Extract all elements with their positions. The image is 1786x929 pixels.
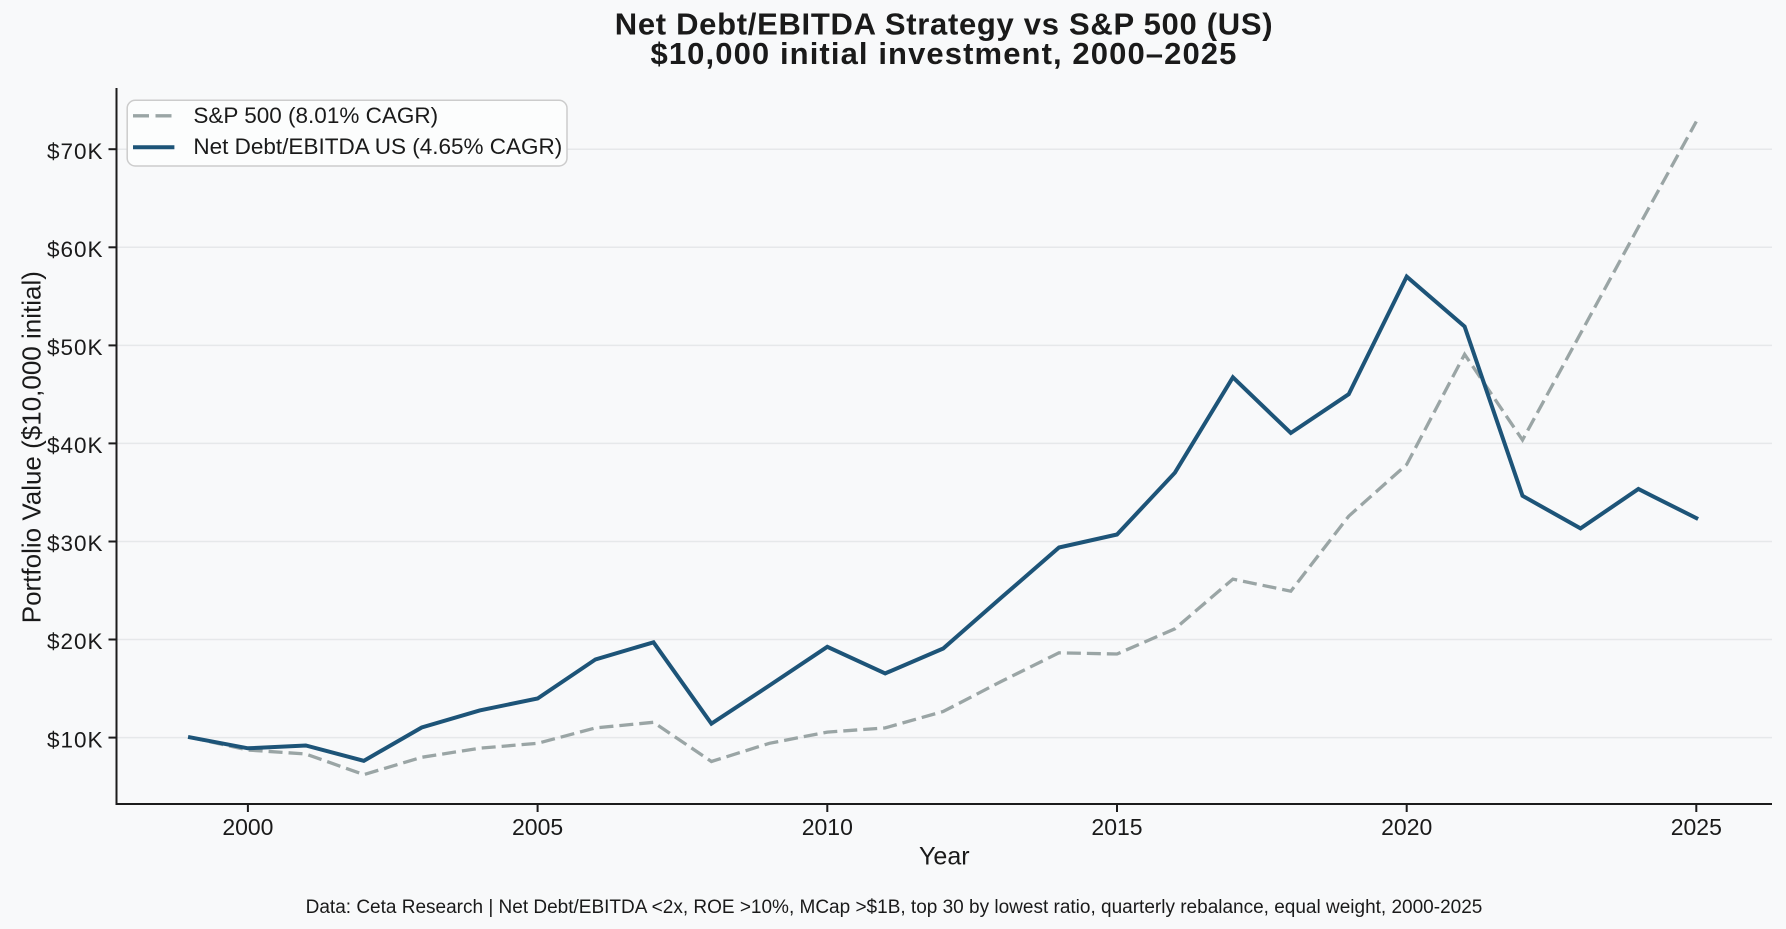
svg-text:Data: Ceta Research | Net Debt: Data: Ceta Research | Net Debt/EBITDA <2… <box>306 897 1483 918</box>
svg-text:Net Debt/EBITDA Strategy vs S&: Net Debt/EBITDA Strategy vs S&P 500 (US) <box>615 7 1274 42</box>
svg-text:$10,000 initial investment, 20: $10,000 initial investment, 2000–2025 <box>651 36 1238 71</box>
svg-text:$70K: $70K <box>47 139 104 164</box>
svg-text:Net Debt/EBITDA US (4.65% CAGR: Net Debt/EBITDA US (4.65% CAGR) <box>193 134 562 159</box>
svg-text:Portfolio Value ($10,000 initi: Portfolio Value ($10,000 initial) <box>17 271 47 623</box>
svg-text:2010: 2010 <box>802 814 853 840</box>
svg-text:2025: 2025 <box>1671 814 1722 840</box>
svg-text:$60K: $60K <box>47 237 104 262</box>
svg-text:$30K: $30K <box>47 531 104 556</box>
svg-text:Year: Year <box>919 843 970 871</box>
svg-text:2015: 2015 <box>1091 814 1142 840</box>
svg-text:S&P 500 (8.01% CAGR): S&P 500 (8.01% CAGR) <box>193 103 438 128</box>
svg-text:2005: 2005 <box>512 814 563 840</box>
svg-text:$50K: $50K <box>47 335 104 360</box>
svg-text:$20K: $20K <box>47 629 104 654</box>
svg-text:2020: 2020 <box>1381 814 1432 840</box>
svg-text:$40K: $40K <box>47 433 104 458</box>
svg-text:2000: 2000 <box>222 814 273 840</box>
svg-text:$10K: $10K <box>47 727 104 752</box>
